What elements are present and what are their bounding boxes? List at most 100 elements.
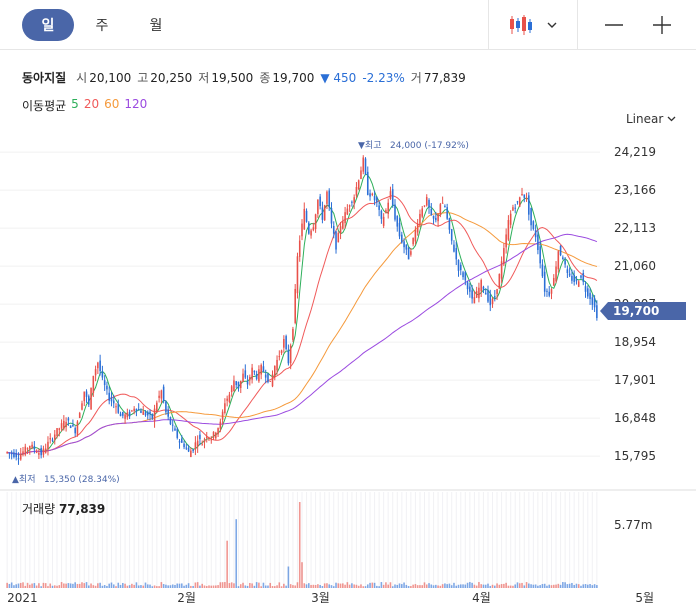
volume-bar	[108, 583, 110, 588]
candle-body	[398, 222, 401, 237]
candle-body	[160, 390, 163, 399]
candle-body	[330, 208, 333, 224]
ma-60[interactable]: 60	[104, 97, 120, 111]
candle-body	[559, 245, 562, 256]
candle-body	[233, 380, 235, 392]
volume-bar	[160, 582, 163, 588]
scale-dropdown[interactable]: Linear	[626, 112, 676, 126]
volume-bar	[303, 583, 306, 588]
candle-body	[208, 437, 210, 439]
volume-bar	[478, 582, 480, 588]
volume-bar	[328, 584, 331, 588]
max-annotation-value: 24,000 (-17.92%)	[390, 141, 469, 151]
candle-body	[326, 191, 328, 204]
volume-bar	[568, 583, 571, 588]
candle-body	[273, 365, 276, 378]
candle-body	[285, 336, 287, 350]
time-tick-label: 2021	[7, 591, 38, 605]
candle-body	[178, 441, 181, 443]
volume-bar	[308, 583, 310, 588]
volume-bar	[146, 584, 149, 588]
candle-body	[580, 275, 582, 278]
volume-bar	[81, 582, 83, 588]
candle-body	[401, 234, 403, 243]
volume-bar	[305, 584, 308, 588]
candle-body	[441, 202, 444, 204]
candle-body	[371, 193, 374, 195]
volume-bar	[219, 582, 222, 588]
ma-120[interactable]: 120	[124, 97, 148, 111]
candle-body	[171, 424, 174, 426]
candle-body	[464, 271, 467, 281]
candle-body	[280, 350, 283, 354]
candle-body	[577, 281, 580, 287]
volume-bar	[13, 585, 15, 588]
tab-daily[interactable]: 일	[22, 9, 74, 41]
volume-bar	[149, 584, 151, 588]
candle-body	[278, 356, 281, 358]
volume-bar	[224, 582, 226, 588]
volume-bar	[271, 586, 274, 588]
tab-weekly[interactable]: 주	[95, 18, 109, 34]
volume-bar	[262, 582, 265, 588]
candle-body	[128, 411, 131, 417]
volume-bar	[382, 584, 385, 588]
volume-bar	[469, 582, 471, 588]
volume-bar	[435, 584, 437, 588]
time-tick-label: 2월	[177, 591, 196, 605]
volume-bar	[369, 582, 371, 588]
candle-body	[201, 444, 203, 446]
minus-icon	[605, 24, 623, 26]
volume-bar	[194, 582, 197, 588]
min-annotation-value: 15,350 (28.34%)	[44, 475, 120, 485]
volume-bar	[228, 583, 231, 588]
volume-bar	[51, 585, 54, 588]
candle-body	[317, 199, 319, 214]
volume-bar	[444, 583, 446, 588]
volume-bar	[128, 585, 131, 588]
candle-body	[190, 450, 192, 458]
candle-body	[430, 208, 433, 216]
candle-body	[15, 452, 18, 458]
volume-bar	[8, 583, 11, 588]
zoom-out-button[interactable]	[599, 10, 629, 40]
candle-body	[484, 292, 487, 295]
quote-summary: 동아지질 시 20,100 고 20,250 저 19,500 종 19,700…	[22, 69, 472, 86]
candle-body	[115, 406, 117, 408]
volume-bar	[319, 585, 321, 588]
candle-body	[419, 213, 421, 224]
candle-body	[90, 387, 92, 410]
volume-bar	[94, 585, 97, 588]
volume-bar	[212, 585, 215, 588]
volume-bar	[151, 586, 154, 588]
volume-bar	[29, 584, 31, 588]
ma-20[interactable]: 20	[83, 97, 100, 111]
candle-body	[573, 274, 575, 282]
volume-bar	[137, 585, 140, 588]
high-value: 20,250	[150, 71, 193, 85]
volume-bar	[577, 584, 580, 588]
candle-body	[153, 408, 156, 422]
ma-5[interactable]: 5	[71, 97, 79, 111]
price-chart[interactable]: 24,21923,16622,11321,06020,00718,95417,9…	[0, 130, 696, 609]
tab-monthly[interactable]: 월	[149, 18, 163, 34]
chart-type-dropdown[interactable]	[488, 0, 578, 50]
high-label: 고	[137, 71, 149, 85]
candle-body	[380, 210, 383, 219]
candle-body	[174, 428, 176, 431]
volume-bar	[575, 583, 578, 588]
candle-body	[323, 205, 326, 221]
zoom-in-button[interactable]	[647, 10, 677, 40]
candle-body	[589, 292, 591, 299]
max-annotation-label: ▼최고	[358, 140, 381, 151]
candle-body	[593, 298, 596, 308]
volume-bar	[210, 585, 213, 588]
volume-bar	[15, 584, 18, 588]
volume-bar	[244, 585, 247, 588]
volume-bar	[190, 585, 192, 588]
volume-bar	[19, 582, 22, 588]
volume-bar	[391, 586, 394, 588]
candle-body	[103, 380, 106, 386]
volume-bar	[373, 582, 376, 588]
candle-body	[289, 345, 292, 364]
